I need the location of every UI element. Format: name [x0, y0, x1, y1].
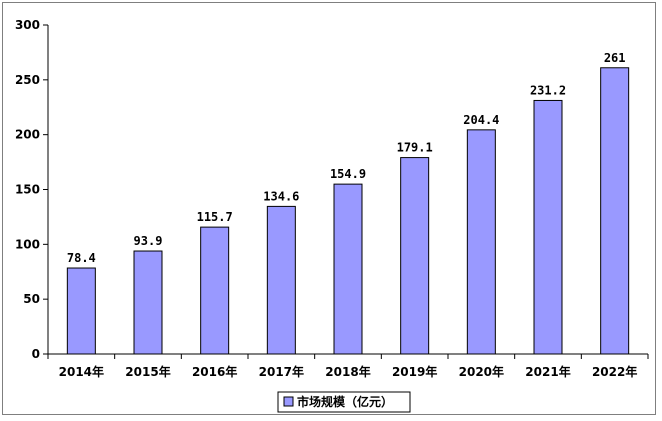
bars: [66, 67, 630, 355]
y-axis: 0 50 100 150 200 250 300: [15, 18, 49, 361]
bar: [600, 67, 630, 355]
data-label: 261: [604, 51, 626, 65]
bar: [66, 267, 96, 355]
bar: [333, 183, 363, 355]
y-tick-label: 100: [15, 237, 40, 251]
data-labels: 78.4 93.9 115.7 134.6 154.9 179.1 204.4 231.2 26…: [67, 51, 626, 265]
legend: 市场规模（亿元）: [277, 391, 411, 413]
data-label: 93.9: [134, 234, 163, 248]
bar: [133, 250, 163, 355]
data-label: 204.4: [463, 113, 499, 127]
bar: [533, 99, 563, 355]
bar: [466, 129, 496, 355]
y-tick-label: 300: [15, 18, 40, 32]
x-tick-label: 2016年: [192, 364, 237, 379]
x-tick-label: 2018年: [325, 364, 370, 379]
data-label: 231.2: [530, 83, 566, 97]
x-tick-label: 2014年: [59, 364, 104, 379]
data-label: 115.7: [197, 210, 233, 224]
y-tick-label: 0: [32, 347, 40, 361]
data-label: 134.6: [263, 189, 299, 203]
x-tick-label: 2015年: [125, 364, 170, 379]
x-tick-label: 2020年: [459, 364, 504, 379]
legend-box: [277, 391, 411, 413]
y-tick-label: 50: [23, 292, 40, 306]
data-label: 154.9: [330, 167, 366, 181]
legend-label: 市场规模（亿元）: [297, 394, 393, 409]
y-tick-label: 150: [15, 183, 40, 197]
bar: [400, 157, 430, 355]
x-tick-label: 2022年: [592, 364, 637, 379]
y-tick-label: 250: [15, 73, 40, 87]
data-label: 78.4: [67, 251, 96, 265]
bar: [266, 205, 296, 355]
x-tick-label: 2021年: [525, 364, 570, 379]
x-axis: 2014年 2015年 2016年 2017年 2018年 2019年 2020年 2021年…: [47, 353, 649, 379]
bar: [200, 226, 230, 355]
data-label: 179.1: [397, 141, 433, 155]
y-tick-label: 200: [15, 128, 40, 142]
x-tick-label: 2019年: [392, 364, 437, 379]
legend-swatch: [283, 396, 294, 407]
x-tick-label: 2017年: [259, 364, 304, 379]
